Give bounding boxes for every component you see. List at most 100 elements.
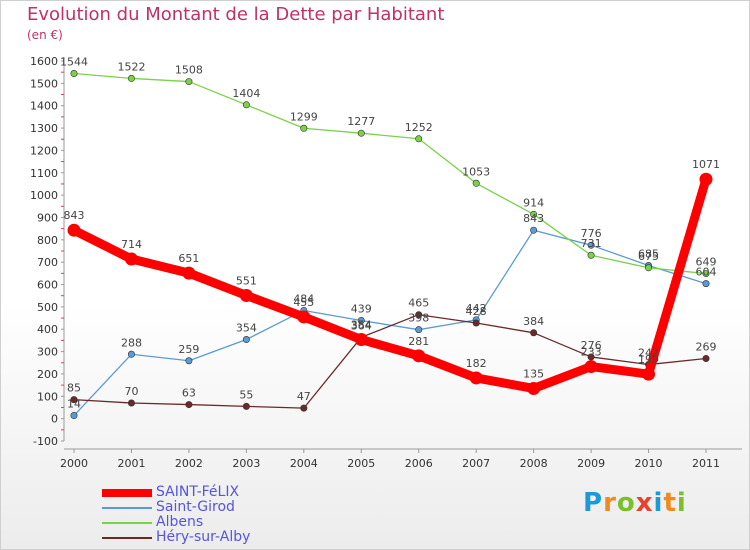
data-point-albens [242,101,250,109]
data-label-albens: 1508 [175,64,203,77]
legend-item-albens: Albens [102,515,250,530]
data-point-saint-felix [642,367,656,381]
data-labels: 14 288 259 354 484 439 398 442 843 776 685 604 1544 1… [60,56,720,411]
chart-title: Evolution du Montant de la Dette par Hab… [27,4,445,25]
logo-letter: P [583,488,604,518]
data-label-hery-sur-alby: 428 [466,305,487,318]
data-label-hery-sur-alby: 364 [351,319,372,332]
logo-letter: i [653,488,664,518]
axes: -100 0 100 200 300 400 500 600 700 800 900 1000 1100… [30,55,742,470]
y-tick-label: 300 [37,346,58,359]
legend-swatch [102,488,152,497]
data-point-saint-girod [530,226,538,234]
x-tick-label: 2003 [232,457,260,470]
data-label-saint-girod: 685 [638,248,659,261]
data-point-albens [530,210,538,218]
x-tick-label: 2005 [347,457,375,470]
data-point-albens [587,251,595,259]
y-tick-label: 0 [51,413,58,426]
unit-label: (en €) [27,28,63,42]
data-point-saint-girod [357,317,365,325]
legend-label: Albens [156,514,204,530]
proxiti-logo: Proxiti [583,488,687,518]
data-label-hery-sur-alby: 63 [182,387,196,400]
data-point-saint-felix [297,310,311,324]
data-label-albens: 1252 [405,121,433,134]
data-label-albens: 649 [696,256,717,269]
logo-letter: r [603,488,617,518]
data-point-hery-sur-alby [242,402,250,410]
data-point-albens [127,74,135,82]
data-label-albens: 1053 [462,165,490,178]
y-tick-label: 1600 [30,55,58,68]
data-label-albens: 731 [581,237,602,250]
data-label-saint-girod: 484 [293,292,314,305]
data-label-saint-girod: 398 [408,312,429,325]
data-point-hery-sur-alby [472,319,480,327]
data-label-albens: 914 [523,196,544,209]
data-label-saint-felix: 455 [293,296,314,309]
data-point-saint-felix [182,266,196,280]
legend-label: Héry-sur-Alby [156,529,251,545]
data-point-saint-felix [67,223,81,237]
data-label-saint-girod: 259 [178,343,199,356]
data-point-saint-felix [354,333,368,347]
data-label-hery-sur-alby: 465 [408,297,429,310]
data-label-hery-sur-alby: 242 [638,347,659,360]
data-label-saint-felix: 233 [581,346,602,359]
logo-letter: t [663,488,677,518]
data-label-hery-sur-alby: 384 [523,315,544,328]
x-tick-label: 2004 [290,457,318,470]
x-tick-label: 2000 [60,457,88,470]
x-tick-label: 2010 [635,457,663,470]
legend-swatch [102,521,152,524]
data-point-hery-sur-alby [415,311,423,319]
data-point-saint-girod [587,241,595,249]
logo-letter: o [616,488,636,518]
data-label-hery-sur-alby: 70 [124,385,138,398]
data-label-saint-felix: 281 [408,335,429,348]
data-label-saint-felix: 182 [466,357,487,370]
legend: SAINT-FéLIX Saint-Girod Albens Héry-sur-Alb… [102,485,250,545]
data-label-saint-girod: 442 [466,302,487,315]
data-label-hery-sur-alby: 269 [696,341,717,354]
data-point-albens [70,70,78,78]
data-point-saint-felix [584,360,598,374]
y-tick-label: 1500 [30,77,58,90]
y-tick-label: 700 [37,256,58,269]
data-point-hery-sur-alby [185,401,193,409]
y-tick-label: 800 [37,234,58,247]
data-label-albens: 1544 [60,56,88,69]
logo-letter: i [676,488,687,518]
series-group [67,70,713,420]
x-tick-label: 2008 [520,457,548,470]
data-label-hery-sur-alby: 55 [239,388,253,401]
data-label-saint-girod: 14 [67,398,81,411]
x-tick-label: 2007 [462,457,490,470]
y-tick-label: 400 [37,323,58,336]
data-label-saint-felix: 354 [351,319,372,332]
data-label-saint-girod: 288 [121,336,142,349]
series-line-hery-sur-alby [73,314,707,409]
data-point-saint-girod [185,357,193,365]
data-point-albens [472,179,480,187]
data-point-albens [415,135,423,143]
data-point-hery-sur-alby [127,399,135,407]
data-label-saint-girod: 843 [523,212,544,225]
data-point-hery-sur-alby [702,355,710,363]
y-tick-label: 600 [37,279,58,292]
data-label-hery-sur-alby: 47 [297,390,311,403]
legend-swatch [102,506,152,509]
series-line-saint-felix [69,174,711,393]
data-label-saint-girod: 776 [581,227,602,240]
legend-item-hery-sur-alby: Héry-sur-Alby [102,530,250,545]
data-point-saint-girod [242,336,250,344]
data-label-saint-felix: 714 [121,238,142,251]
data-point-saint-felix [412,349,426,363]
x-tick-label: 2002 [175,457,203,470]
y-tick-label: 200 [37,368,58,381]
data-label-saint-felix: 135 [523,367,544,380]
data-point-hery-sur-alby [70,396,78,404]
